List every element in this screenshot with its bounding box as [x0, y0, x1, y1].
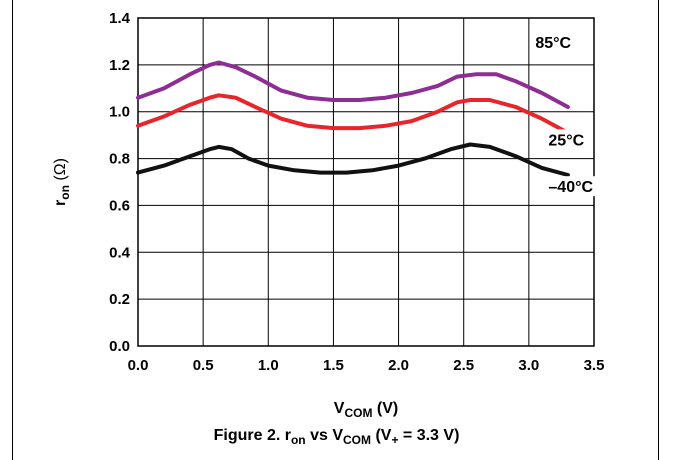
x-tick-label: 1.5 — [323, 357, 344, 374]
series-label-bg — [531, 32, 578, 53]
y-tick-label: 0.2 — [109, 291, 130, 308]
series-label: –40°C — [548, 179, 593, 196]
series-label-bg — [544, 129, 591, 150]
x-axis-label: VCOM (V) — [334, 400, 398, 420]
x-tick-labels: 0.0 0.5 1.0 1.5 2.0 2.5 3.0 3.5 — [128, 357, 605, 374]
series-line — [136, 142, 570, 177]
x-tick-label: 2.5 — [453, 357, 474, 374]
y-axis-label: ron (Ω) — [52, 158, 72, 206]
x-tick-label: 0.0 — [128, 357, 149, 374]
series-line — [136, 60, 570, 109]
y-tick-label: 1.2 — [109, 57, 130, 74]
figure-caption: Figure 2. ron vs VCOM (V+ = 3.3 V) — [213, 427, 460, 448]
y-tick-label: 1.4 — [109, 10, 131, 27]
x-tick-label: 3.0 — [518, 357, 539, 374]
y-tick-label: 0.6 — [109, 197, 130, 214]
series-label: 85°C — [535, 35, 571, 52]
x-tick-label: 1.0 — [258, 357, 279, 374]
x-tick-label: 0.5 — [193, 357, 214, 374]
y-tick-labels: 0.0 0.2 0.4 0.6 0.8 1.0 1.2 1.4 — [109, 10, 131, 355]
x-tick-label: 3.5 — [584, 357, 605, 374]
series-layer — [136, 60, 570, 177]
series-labels: 85°C 25°C –40°C — [531, 32, 601, 197]
y-tick-label: 0.4 — [109, 244, 131, 261]
series-line — [136, 93, 570, 135]
y-tick-label: 0.0 — [109, 338, 130, 355]
y-tick-label: 0.8 — [109, 151, 130, 168]
y-tick-label: 1.0 — [109, 104, 130, 121]
series-label: 25°C — [548, 132, 584, 149]
figure-frame — [12, 0, 659, 460]
series-label-bg — [544, 176, 601, 197]
x-tick-label: 2.0 — [388, 357, 409, 374]
